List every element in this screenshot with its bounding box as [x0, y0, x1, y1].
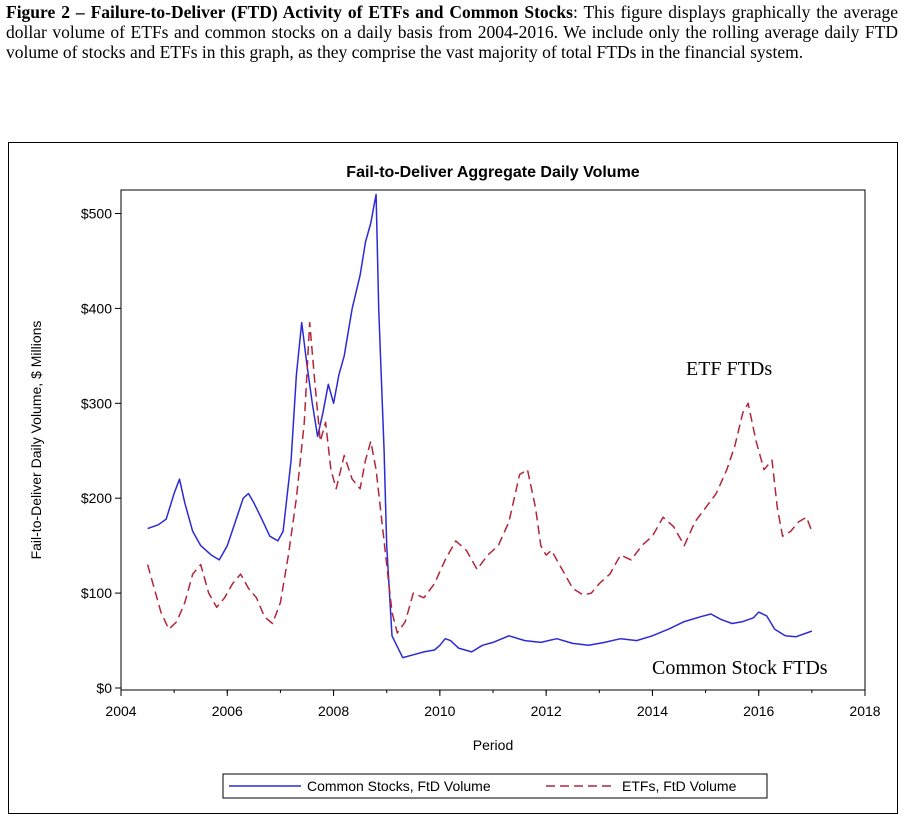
figure-caption-text: : This figure displays graphically the a…: [6, 2, 898, 62]
y-axis-label: Fail-to-Deliver Daily Volume, $ Millions: [28, 321, 44, 560]
annotation-etf: ETF FTDs: [686, 358, 772, 380]
legend: Common Stocks, FtD Volume ETFs, FtD Volu…: [222, 773, 768, 799]
x-tick-label: 2014: [637, 703, 668, 719]
x-tick-label: 2008: [318, 703, 349, 719]
chart-title: Fail-to-Deliver Aggregate Daily Volume: [346, 164, 640, 181]
y-tick-label: $300: [81, 395, 112, 411]
series-group: [146, 193, 813, 659]
annotation-common-stock: Common Stock FTDs: [652, 657, 828, 679]
x-tick-label: 2006: [212, 703, 243, 719]
plot-area: [120, 189, 866, 691]
y-axis: $0 $100 $200 $300 $400 $500: [81, 206, 121, 696]
x-axis: 2004 2006 2008 2010 2012 2014 2016 2018: [105, 690, 881, 719]
legend-box: [222, 773, 768, 799]
x-tick-label: 2018: [849, 703, 880, 719]
y-tick-label: $400: [81, 300, 112, 316]
x-axis-label: Period: [473, 737, 513, 753]
ftd-line-chart: Fail-to-Deliver Aggregate Daily Volume $…: [28, 164, 881, 799]
series-line-etfs: [146, 321, 813, 634]
x-tick-label: 2016: [743, 703, 774, 719]
chart-frame: Fail-to-Deliver Aggregate Daily Volume $…: [8, 142, 898, 814]
figure-caption: Figure 2 – Failure-to-Deliver (FTD) Acti…: [6, 2, 898, 62]
x-tick-label: 2010: [424, 703, 455, 719]
y-tick-label: $0: [96, 680, 112, 696]
figure-caption-label: Figure 2 – Failure-to-Deliver (FTD) Acti…: [6, 2, 573, 22]
x-tick-label: 2012: [531, 703, 562, 719]
x-tick-label: 2004: [105, 703, 136, 719]
y-tick-label: $100: [81, 585, 112, 601]
legend-label-etfs: ETFs, FtD Volume: [622, 778, 737, 794]
legend-label-stocks: Common Stocks, FtD Volume: [307, 778, 491, 794]
y-tick-label: $200: [81, 490, 112, 506]
y-tick-label: $500: [81, 206, 112, 222]
series-line-common-stocks: [147, 193, 813, 659]
